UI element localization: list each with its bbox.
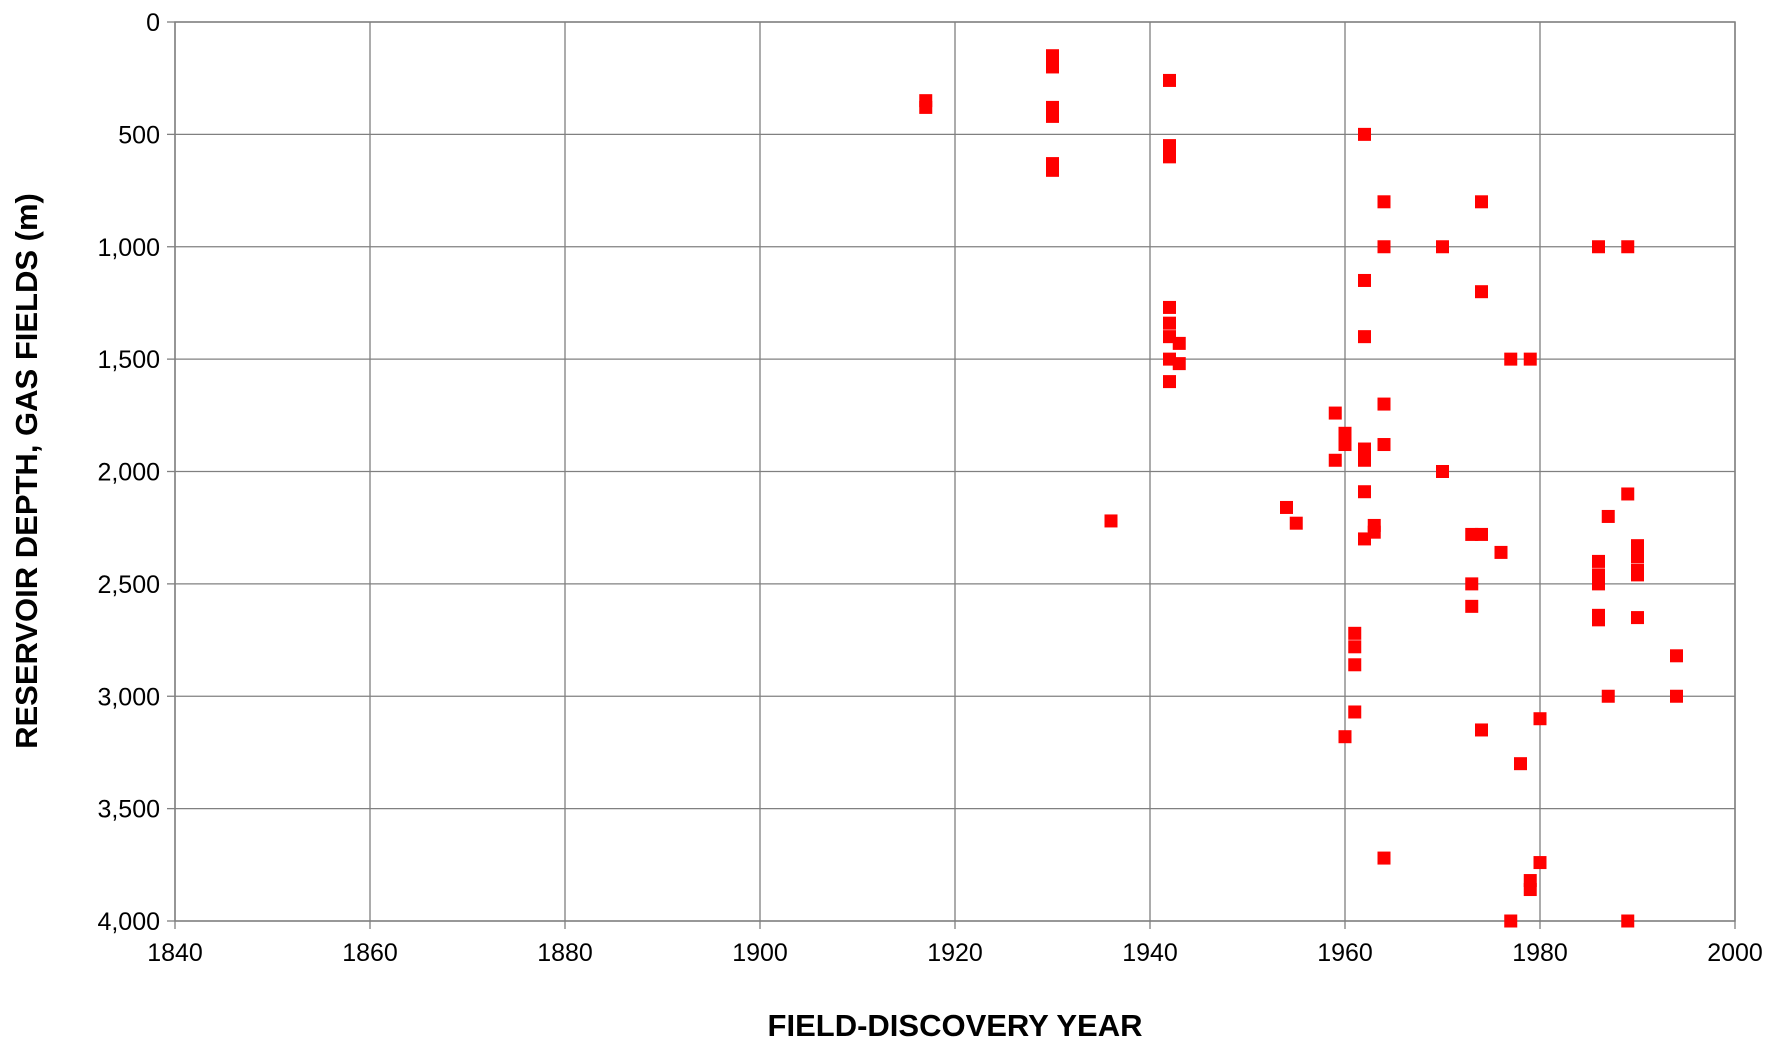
data-point — [1358, 453, 1371, 467]
data-point — [1514, 757, 1527, 771]
x-tick-label: 1860 — [342, 939, 398, 967]
data-point — [1670, 689, 1683, 703]
data-point — [1523, 883, 1537, 897]
data-point — [1163, 150, 1176, 164]
data-point — [1436, 240, 1449, 254]
data-point — [1592, 613, 1605, 627]
data-point — [1494, 545, 1508, 559]
x-tick-label: 2000 — [1707, 939, 1763, 967]
data-point — [1163, 73, 1176, 87]
data-point — [1533, 712, 1547, 726]
data-point — [1631, 550, 1644, 564]
data-point — [1046, 60, 1059, 74]
data-point — [1631, 611, 1644, 625]
data-point — [1436, 465, 1449, 478]
y-tick-label: 4,000 — [97, 908, 160, 936]
y-tick-label: 0 — [146, 9, 160, 37]
x-tick-labels: 1840 1860 1880 1900 1920 1940 1960 1980 2000 — [147, 939, 1763, 967]
y-tick-label: 1,500 — [97, 346, 160, 374]
data-point — [1504, 914, 1518, 928]
data-point — [1163, 300, 1176, 314]
data-point — [1046, 109, 1059, 123]
data-point — [1338, 426, 1352, 440]
data-point — [1367, 525, 1381, 539]
data-point — [1289, 516, 1303, 530]
data-point — [1377, 851, 1391, 865]
plot-border — [174, 21, 1736, 922]
data-point — [1163, 316, 1176, 330]
data-point — [1601, 509, 1615, 523]
data-point — [1465, 577, 1479, 591]
data-point — [1046, 163, 1059, 177]
data-point — [1465, 599, 1479, 613]
y-tick-label: 2,000 — [97, 459, 160, 487]
data-point — [1358, 485, 1371, 499]
data-point — [1280, 500, 1293, 514]
data-point — [1504, 352, 1518, 366]
data-point — [1377, 397, 1391, 411]
data-point — [1348, 705, 1362, 719]
data-point — [1523, 352, 1537, 366]
x-axis-title: FIELD-DISCOVERY YEAR — [768, 1008, 1143, 1042]
data-point — [1377, 240, 1391, 254]
data-point — [1592, 577, 1605, 591]
data-point — [1328, 406, 1342, 420]
data-point — [1592, 240, 1605, 254]
data-point — [919, 100, 933, 114]
data-point — [1631, 568, 1644, 582]
x-tick-label: 1840 — [147, 939, 203, 967]
data-point — [1358, 330, 1371, 344]
data-point — [1046, 49, 1059, 63]
data-point — [1670, 649, 1683, 663]
y-tick-labels: 0 500 1,000 1,500 2,000 2,500 3,000 3,500 4,000 — [97, 9, 160, 936]
y-axis-title: RESERVOIR DEPTH, GAS FIELDS (m) — [9, 193, 44, 749]
data-point — [1475, 285, 1488, 299]
data-point — [1592, 554, 1605, 568]
data-point — [1621, 487, 1635, 501]
data-point — [1172, 357, 1186, 371]
data-point — [1533, 856, 1547, 870]
data-point — [1475, 195, 1488, 209]
data-point — [1348, 626, 1362, 640]
x-tick-label: 1880 — [537, 939, 593, 967]
x-tick-label: 1940 — [1122, 939, 1178, 967]
data-point — [1163, 139, 1176, 153]
x-tick-label: 1960 — [1317, 939, 1373, 967]
data-point — [1621, 914, 1635, 928]
data-point — [1358, 273, 1371, 287]
data-point — [1348, 658, 1362, 672]
data-point — [1338, 730, 1352, 744]
data-point — [1328, 453, 1342, 467]
data-point — [1377, 195, 1391, 209]
data-point — [1172, 336, 1186, 350]
x-tick-label: 1980 — [1512, 939, 1568, 967]
y-tick-label: 500 — [118, 121, 160, 149]
data-point — [1601, 689, 1615, 703]
data-points — [919, 49, 1683, 928]
data-point — [1104, 514, 1118, 528]
y-tick-label: 1,000 — [97, 234, 160, 262]
data-point — [1621, 240, 1635, 254]
data-point — [1348, 640, 1362, 654]
x-tick-label: 1900 — [732, 939, 788, 967]
data-point — [1358, 442, 1371, 456]
data-point — [1338, 438, 1352, 452]
y-tick-label: 2,500 — [97, 571, 160, 599]
x-tick-label: 1920 — [927, 939, 983, 967]
y-tick-label: 3,500 — [97, 796, 160, 824]
data-point — [1475, 723, 1488, 737]
data-point — [1631, 539, 1644, 553]
y-tick-label: 3,000 — [97, 683, 160, 711]
data-point — [1475, 527, 1488, 541]
data-point — [1377, 438, 1391, 452]
data-point — [1358, 127, 1371, 141]
data-point — [1163, 375, 1176, 389]
